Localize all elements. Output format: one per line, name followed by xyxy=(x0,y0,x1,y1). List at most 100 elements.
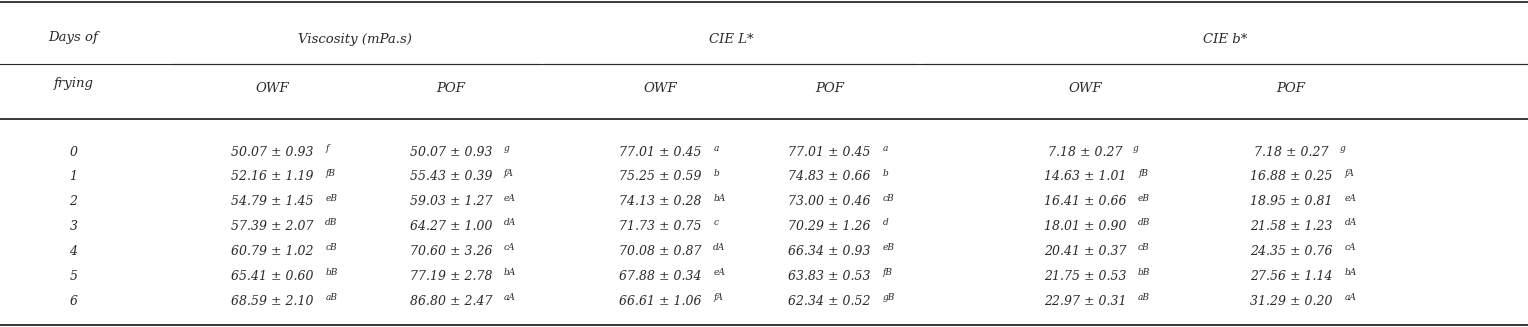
Text: cB: cB xyxy=(325,243,336,252)
Text: 70.08 ± 0.87: 70.08 ± 0.87 xyxy=(619,245,701,258)
Text: CIE L*: CIE L* xyxy=(709,33,753,46)
Text: 75.25 ± 0.59: 75.25 ± 0.59 xyxy=(619,170,701,183)
Text: 70.60 ± 3.26: 70.60 ± 3.26 xyxy=(410,245,492,258)
Text: d: d xyxy=(883,218,889,227)
Text: dB: dB xyxy=(1138,218,1151,227)
Text: 7.18 ± 0.27: 7.18 ± 0.27 xyxy=(1048,146,1122,159)
Text: 21.75 ± 0.53: 21.75 ± 0.53 xyxy=(1044,270,1126,283)
Text: 59.03 ± 1.27: 59.03 ± 1.27 xyxy=(410,195,492,208)
Text: OWF: OWF xyxy=(255,82,289,95)
Text: 71.73 ± 0.75: 71.73 ± 0.75 xyxy=(619,220,701,233)
Text: 77.19 ± 2.78: 77.19 ± 2.78 xyxy=(410,270,492,283)
Text: aA: aA xyxy=(504,293,516,302)
Text: 74.13 ± 0.28: 74.13 ± 0.28 xyxy=(619,195,701,208)
Text: fB: fB xyxy=(1138,169,1148,178)
Text: 50.07 ± 0.93: 50.07 ± 0.93 xyxy=(410,146,492,159)
Text: 3: 3 xyxy=(69,220,78,233)
Text: 57.39 ± 2.07: 57.39 ± 2.07 xyxy=(231,220,313,233)
Text: eB: eB xyxy=(1138,194,1151,202)
Text: bA: bA xyxy=(714,194,726,202)
Text: 50.07 ± 0.93: 50.07 ± 0.93 xyxy=(231,146,313,159)
Text: 62.34 ± 0.52: 62.34 ± 0.52 xyxy=(788,295,871,308)
Text: 60.79 ± 1.02: 60.79 ± 1.02 xyxy=(231,245,313,258)
Text: 0: 0 xyxy=(69,146,78,159)
Text: POF: POF xyxy=(437,82,465,95)
Text: 55.43 ± 0.39: 55.43 ± 0.39 xyxy=(410,170,492,183)
Text: eA: eA xyxy=(504,194,516,202)
Text: g: g xyxy=(504,144,510,153)
Text: OWF: OWF xyxy=(1068,82,1102,95)
Text: eA: eA xyxy=(1345,194,1357,202)
Text: Days of: Days of xyxy=(49,31,98,44)
Text: cB: cB xyxy=(1138,243,1149,252)
Text: eB: eB xyxy=(325,194,338,202)
Text: aB: aB xyxy=(325,293,338,302)
Text: aA: aA xyxy=(1345,293,1357,302)
Text: 6: 6 xyxy=(69,295,78,308)
Text: OWF: OWF xyxy=(643,82,677,95)
Text: 5: 5 xyxy=(69,270,78,283)
Text: b: b xyxy=(714,169,720,178)
Text: dA: dA xyxy=(714,243,726,252)
Text: 73.00 ± 0.46: 73.00 ± 0.46 xyxy=(788,195,871,208)
Text: eA: eA xyxy=(714,268,726,277)
Text: dA: dA xyxy=(504,218,516,227)
Text: 31.29 ± 0.20: 31.29 ± 0.20 xyxy=(1250,295,1332,308)
Text: CIE b*: CIE b* xyxy=(1203,33,1248,46)
Text: fB: fB xyxy=(883,268,892,277)
Text: 68.59 ± 2.10: 68.59 ± 2.10 xyxy=(231,295,313,308)
Text: 14.63 ± 1.01: 14.63 ± 1.01 xyxy=(1044,170,1126,183)
Text: 77.01 ± 0.45: 77.01 ± 0.45 xyxy=(788,146,871,159)
Text: f: f xyxy=(325,144,329,153)
Text: bA: bA xyxy=(1345,268,1357,277)
Text: gB: gB xyxy=(883,293,895,302)
Text: dB: dB xyxy=(325,218,338,227)
Text: cA: cA xyxy=(1345,243,1355,252)
Text: 27.56 ± 1.14: 27.56 ± 1.14 xyxy=(1250,270,1332,283)
Text: 7.18 ± 0.27: 7.18 ± 0.27 xyxy=(1254,146,1328,159)
Text: 54.79 ± 1.45: 54.79 ± 1.45 xyxy=(231,195,313,208)
Text: 66.61 ± 1.06: 66.61 ± 1.06 xyxy=(619,295,701,308)
Text: cB: cB xyxy=(883,194,894,202)
Text: 18.95 ± 0.81: 18.95 ± 0.81 xyxy=(1250,195,1332,208)
Text: bB: bB xyxy=(325,268,338,277)
Text: fA: fA xyxy=(1345,169,1354,178)
Text: POF: POF xyxy=(816,82,843,95)
Text: 86.80 ± 2.47: 86.80 ± 2.47 xyxy=(410,295,492,308)
Text: a: a xyxy=(883,144,888,153)
Text: 64.27 ± 1.00: 64.27 ± 1.00 xyxy=(410,220,492,233)
Text: 63.83 ± 0.53: 63.83 ± 0.53 xyxy=(788,270,871,283)
Text: frying: frying xyxy=(53,77,93,90)
Text: POF: POF xyxy=(1277,82,1305,95)
Text: a: a xyxy=(714,144,718,153)
Text: 52.16 ± 1.19: 52.16 ± 1.19 xyxy=(231,170,313,183)
Text: 65.41 ± 0.60: 65.41 ± 0.60 xyxy=(231,270,313,283)
Text: 77.01 ± 0.45: 77.01 ± 0.45 xyxy=(619,146,701,159)
Text: g: g xyxy=(1339,144,1345,153)
Text: 2: 2 xyxy=(69,195,78,208)
Text: fB: fB xyxy=(325,169,335,178)
Text: 22.97 ± 0.31: 22.97 ± 0.31 xyxy=(1044,295,1126,308)
Text: g: g xyxy=(1132,144,1138,153)
Text: 21.58 ± 1.23: 21.58 ± 1.23 xyxy=(1250,220,1332,233)
Text: 1: 1 xyxy=(69,170,78,183)
Text: 16.41 ± 0.66: 16.41 ± 0.66 xyxy=(1044,195,1126,208)
Text: 74.83 ± 0.66: 74.83 ± 0.66 xyxy=(788,170,871,183)
Text: 70.29 ± 1.26: 70.29 ± 1.26 xyxy=(788,220,871,233)
Text: aB: aB xyxy=(1138,293,1151,302)
Text: eB: eB xyxy=(883,243,895,252)
Text: 4: 4 xyxy=(69,245,78,258)
Text: b: b xyxy=(883,169,889,178)
Text: fA: fA xyxy=(714,293,723,302)
Text: 66.34 ± 0.93: 66.34 ± 0.93 xyxy=(788,245,871,258)
Text: bA: bA xyxy=(504,268,516,277)
Text: bB: bB xyxy=(1138,268,1151,277)
Text: 18.01 ± 0.90: 18.01 ± 0.90 xyxy=(1044,220,1126,233)
Text: dA: dA xyxy=(1345,218,1357,227)
Text: 20.41 ± 0.37: 20.41 ± 0.37 xyxy=(1044,245,1126,258)
Text: 24.35 ± 0.76: 24.35 ± 0.76 xyxy=(1250,245,1332,258)
Text: fA: fA xyxy=(504,169,513,178)
Text: c: c xyxy=(714,218,718,227)
Text: Viscosity (mPa.s): Viscosity (mPa.s) xyxy=(298,33,413,46)
Text: 16.88 ± 0.25: 16.88 ± 0.25 xyxy=(1250,170,1332,183)
